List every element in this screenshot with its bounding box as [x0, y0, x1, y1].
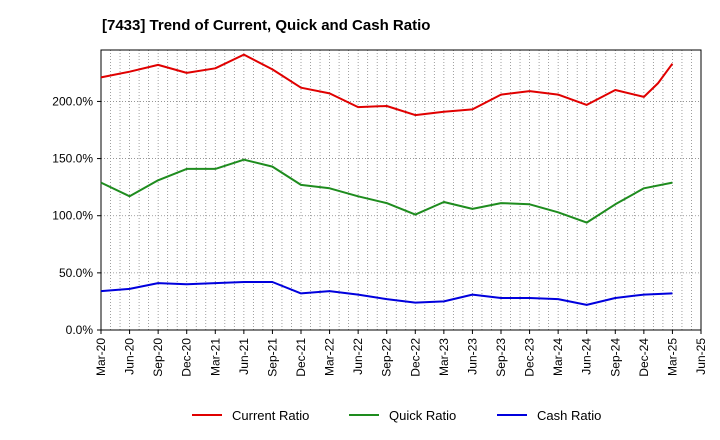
x-axis: Mar-20 Jun-20 Sep-20 Dec-20 Mar-21 Jun-21 Sep-… — [94, 330, 708, 377]
y-tick-label: 200.0% — [52, 94, 93, 108]
x-tick-label: Mar-22 — [323, 338, 337, 376]
y-axis: 0.0% 50.0% 100.0% 150.0% 200.0% — [52, 94, 101, 337]
series-line-quick-ratio — [100, 158, 673, 224]
x-tick-label: Mar-20 — [94, 338, 108, 376]
x-tick-label: Mar-23 — [437, 338, 451, 376]
x-tick-label: Dec-21 — [294, 338, 308, 377]
x-tick-label: Mar-24 — [551, 338, 565, 376]
legend-label: Quick Ratio — [389, 408, 456, 423]
x-tick-label: Jun-22 — [351, 338, 365, 375]
x-tick-label: Sep-24 — [608, 338, 622, 377]
x-tick-label: Sep-20 — [151, 338, 165, 377]
series-line-cash-ratio — [100, 281, 673, 306]
legend-label: Cash Ratio — [537, 408, 601, 423]
x-tick-label: Sep-23 — [494, 338, 508, 377]
plot-area — [100, 49, 702, 331]
x-tick-label: Dec-22 — [408, 338, 422, 377]
y-tick-label: 100.0% — [52, 209, 93, 223]
x-tick-label: Sep-21 — [265, 338, 279, 377]
x-tick-label: Jun-25 — [694, 338, 708, 375]
x-tick-label: Jun-23 — [465, 338, 479, 375]
x-tick-label: Jun-21 — [237, 338, 251, 375]
x-tick-label: Dec-24 — [637, 338, 651, 377]
series-line-current-ratio — [100, 53, 674, 117]
x-tick-label: Dec-20 — [180, 338, 194, 377]
x-tick-label: Dec-23 — [523, 338, 537, 377]
y-tick-label: 50.0% — [59, 266, 93, 280]
legend-label: Current Ratio — [232, 408, 309, 423]
x-tick-label: Jun-24 — [580, 338, 594, 375]
x-tick-label: Jun-20 — [123, 338, 137, 375]
series-lines — [100, 53, 674, 306]
x-tick-label: Mar-25 — [665, 338, 679, 376]
y-tick-label: 150.0% — [52, 152, 93, 166]
y-tick-label: 0.0% — [66, 323, 94, 337]
x-tick-label: Sep-22 — [380, 338, 394, 377]
chart-title: [7433] Trend of Current, Quick and Cash … — [102, 17, 430, 34]
legend: Current Ratio Quick Ratio Cash Ratio — [192, 408, 601, 423]
x-tick-label: Mar-21 — [208, 338, 222, 376]
